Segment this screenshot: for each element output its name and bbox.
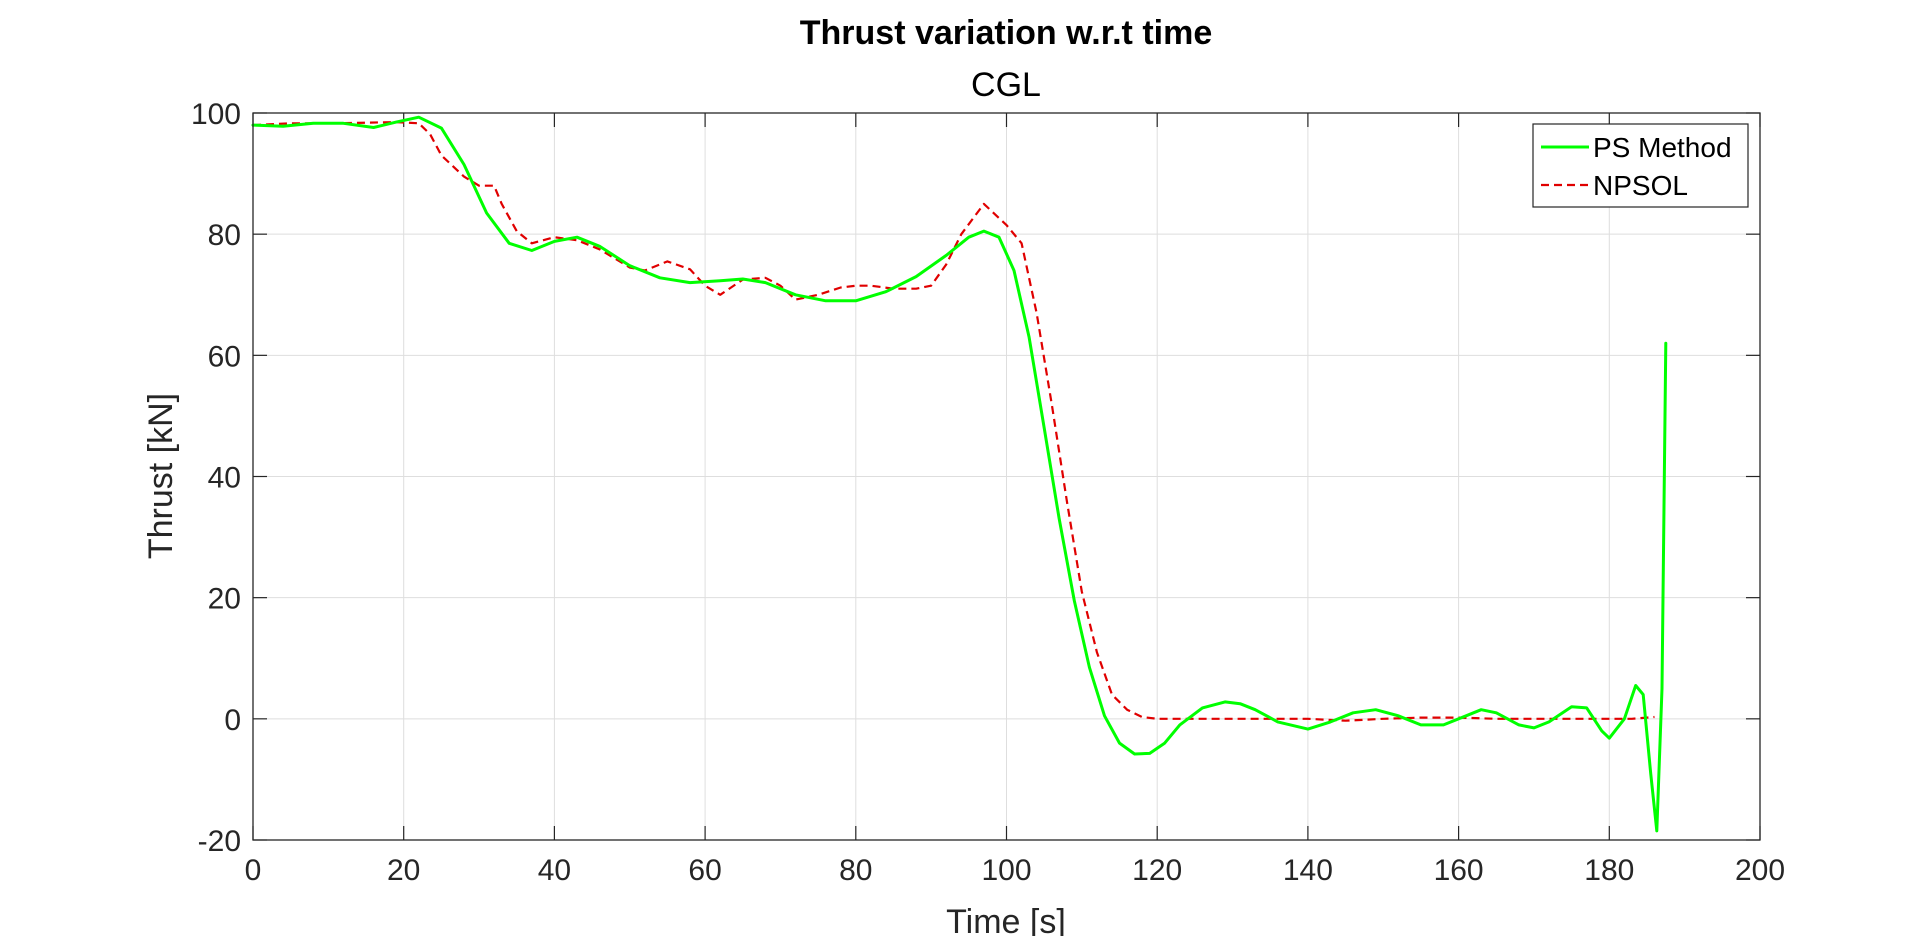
x-tick-label: 80: [839, 854, 872, 887]
x-tick-label: 180: [1584, 854, 1634, 887]
y-tick-label: 20: [208, 583, 241, 616]
x-tick-labels: 0 20 40 60 80 100 120 140 160 180 200: [245, 854, 1785, 887]
y-tick-label: 100: [191, 98, 241, 131]
x-tick-label: 40: [538, 854, 571, 887]
y-tick-label: 40: [208, 462, 241, 495]
series-layer: [251, 115, 1668, 833]
x-tick-label: 20: [387, 854, 420, 887]
x-tick-label: 160: [1434, 854, 1484, 887]
legend: PS Method NPSOL: [1532, 123, 1749, 208]
y-tick-label: 80: [208, 219, 241, 252]
legend-label-npsol: NPSOL: [1593, 170, 1688, 201]
x-tick-label: 120: [1132, 854, 1182, 887]
axes-box: [252, 112, 1761, 841]
series-line-ps-method: [251, 115, 1668, 833]
x-tick-label: 60: [688, 854, 721, 887]
series-line-npsol: [252, 120, 1655, 722]
y-tick-label: 0: [224, 704, 241, 737]
y-tick-labels: -20 0 20 40 60 80 100: [191, 98, 241, 858]
x-axis-label: Time [s]: [946, 903, 1066, 936]
y-tick-label: 60: [208, 340, 241, 373]
y-axis-label: Thrust [kN]: [142, 393, 180, 559]
legend-label-ps-method: PS Method: [1593, 132, 1732, 163]
x-tick-label: 0: [245, 854, 262, 887]
x-tick-label: 140: [1283, 854, 1333, 887]
x-tick-label: 100: [981, 854, 1031, 887]
chart-title: Thrust variation w.r.t time: [800, 14, 1212, 52]
legend-box: [1532, 123, 1749, 208]
chart-subtitle: CGL: [971, 66, 1041, 104]
y-tick-label: -20: [198, 825, 241, 858]
x-tick-label: 200: [1735, 854, 1785, 887]
